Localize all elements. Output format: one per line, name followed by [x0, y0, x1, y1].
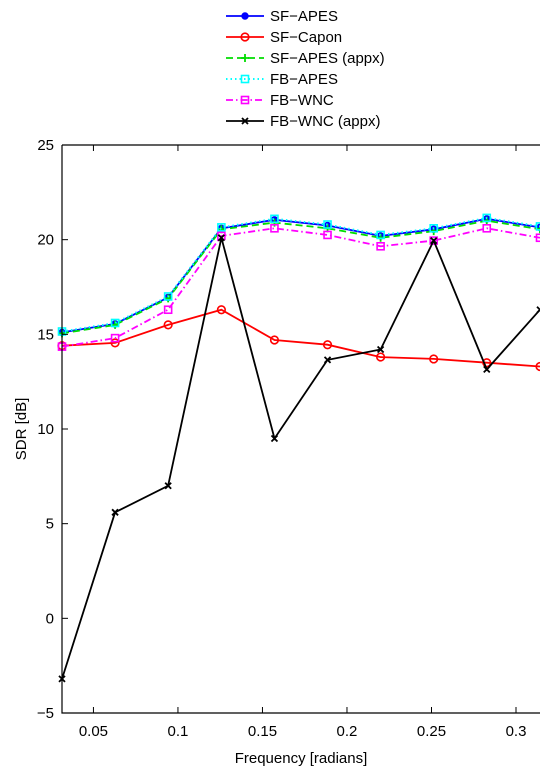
data-point [270, 434, 279, 443]
data-point [110, 338, 120, 348]
data-point [376, 352, 386, 362]
y-tick-label: 20 [37, 232, 54, 249]
series-line [61, 227, 540, 348]
series-5 [57, 224, 540, 351]
data-point [111, 508, 119, 516]
y-tick-label: 25 [37, 137, 54, 154]
data-point [376, 241, 385, 251]
y-tick-label: −5 [37, 705, 54, 722]
data-point [269, 335, 280, 345]
data-point [430, 236, 438, 245]
y-tick-label: 15 [37, 326, 54, 343]
x-tick-label: 0.05 [79, 723, 108, 740]
x-tick-label: 0.2 [337, 723, 358, 740]
legend-label: SF−Capon [270, 29, 342, 46]
legend-label: FB−WNC [270, 92, 334, 109]
legend-swatch-marker [241, 12, 249, 20]
legend-swatch-marker [240, 95, 250, 105]
series-line [61, 237, 540, 680]
data-point [535, 222, 540, 231]
series-4 [57, 213, 540, 336]
data-point [217, 223, 226, 232]
y-tick-label: 0 [46, 610, 54, 627]
legend-item-6: FB−WNC (appx) [226, 113, 380, 130]
data-point [163, 292, 173, 301]
series-2 [57, 305, 540, 372]
x-axis-title: Frequency [radians] [235, 750, 368, 767]
legend-item-1: SF−APES [226, 8, 338, 25]
data-point [270, 214, 279, 224]
data-point [110, 318, 120, 328]
data-point [323, 220, 332, 229]
legend-label: SF−APES (appx) [270, 50, 385, 67]
legend-item-2: SF−Capon [226, 29, 342, 46]
data-point [217, 234, 226, 242]
data-point [482, 213, 492, 223]
legend-item-3: SF−APES (appx) [226, 50, 385, 67]
data-point [429, 224, 438, 233]
data-point [376, 345, 385, 354]
data-point [323, 356, 332, 364]
y-tick-label: 10 [37, 421, 54, 438]
legend-swatch-marker [240, 74, 250, 84]
legend-swatch-marker [240, 32, 250, 42]
series-line [61, 216, 540, 333]
series-line [61, 219, 540, 335]
data-point [216, 305, 226, 315]
plot-area [62, 145, 540, 713]
x-tick-label: 0.1 [168, 723, 189, 740]
legend-swatch-marker [241, 54, 249, 62]
legend-item-4: FB−APES [226, 71, 338, 88]
data-point [110, 333, 120, 343]
x-tick-label: 0.3 [506, 723, 527, 740]
data-point [322, 340, 333, 350]
series-line [61, 308, 540, 368]
data-point [323, 230, 332, 240]
series-layer [57, 213, 540, 683]
data-point [163, 320, 173, 330]
data-point [483, 365, 491, 373]
legend-label: SF−APES [270, 8, 338, 25]
data-point [429, 354, 439, 364]
data-point [270, 224, 279, 233]
legend-label: FB−WNC (appx) [270, 113, 380, 130]
x-tick-label: 0.25 [417, 723, 446, 740]
data-point [376, 230, 385, 240]
data-point [535, 233, 540, 243]
legend-swatch-marker [241, 117, 249, 125]
x-tick-label: 0.15 [248, 723, 277, 740]
data-point [163, 305, 173, 315]
data-point [482, 224, 492, 233]
data-point [482, 358, 492, 368]
data-point [429, 236, 438, 245]
legend-label: FB−APES [270, 71, 338, 88]
data-point [164, 482, 172, 490]
legend: SF−APES SF−Capon SF−APES (appx) FB−APES FB−W… [226, 8, 385, 130]
legend-item-5: FB−WNC [226, 92, 334, 109]
data-point [536, 306, 540, 314]
y-tick-label: 5 [46, 516, 54, 533]
axis-ticks: −5 0 5 10 15 20 25 0.05 0.1 0.15 0.2 0.25 0.3 [37, 137, 527, 740]
y-axis-title: SDR [dB] [13, 398, 30, 461]
data-point [535, 361, 540, 372]
series-6 [58, 234, 540, 683]
